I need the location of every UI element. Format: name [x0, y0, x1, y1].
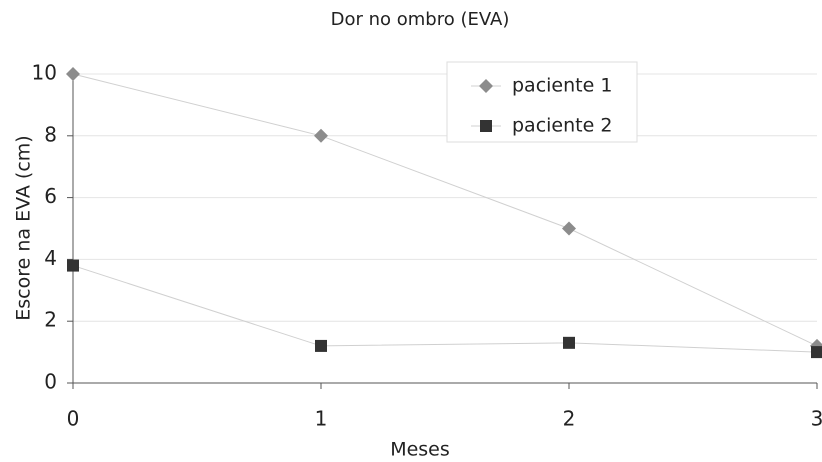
series-line — [72, 265, 818, 353]
x-tick-label: 3 — [811, 407, 822, 431]
x-tick-label: 0 — [67, 407, 80, 431]
data-point — [314, 128, 328, 143]
data-point — [562, 221, 576, 236]
legend-marker — [479, 79, 493, 93]
data-point — [66, 67, 80, 81]
y-tick-label: 6 — [44, 184, 57, 208]
y-tick-label: 2 — [44, 308, 57, 332]
x-tick-label: 2 — [563, 407, 576, 431]
legend-label: paciente 2 — [512, 115, 612, 137]
y-tick-label: 0 — [44, 370, 57, 394]
data-point — [811, 346, 822, 359]
chart-title: Dor no ombro (EVA) — [331, 9, 510, 30]
y-tick-label: 8 — [44, 122, 57, 146]
series-line — [72, 73, 818, 347]
x-tick-label: 1 — [315, 407, 328, 431]
data-point — [563, 336, 575, 349]
legend-box — [446, 61, 638, 143]
data-point — [67, 259, 79, 272]
y-axis-label: Escore na EVA (cm) — [13, 135, 35, 320]
legend-marker — [480, 120, 492, 132]
x-axis-label: Meses — [390, 439, 450, 461]
legend-label: paciente 1 — [512, 75, 612, 97]
data-point — [315, 339, 327, 352]
y-tick-label: 10 — [32, 61, 57, 85]
y-tick-label: 4 — [44, 246, 57, 270]
